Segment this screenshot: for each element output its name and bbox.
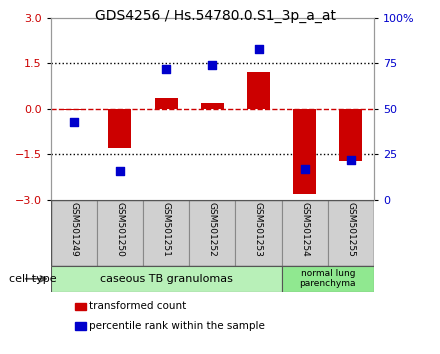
Point [348, 157, 355, 163]
Bar [51, 266, 282, 292]
Bar [97, 200, 143, 266]
Text: GDS4256 / Hs.54780.0.S1_3p_a_at: GDS4256 / Hs.54780.0.S1_3p_a_at [95, 9, 336, 23]
Text: GSM501249: GSM501249 [69, 202, 78, 257]
Point [116, 168, 123, 174]
Point [163, 66, 170, 72]
Bar [51, 200, 97, 266]
Text: GSM501252: GSM501252 [208, 202, 217, 257]
Bar [201, 103, 224, 109]
Bar [339, 109, 363, 160]
Bar [143, 200, 189, 266]
Bar [282, 266, 374, 292]
Text: normal lung
parenchyma: normal lung parenchyma [300, 269, 356, 289]
Point [255, 46, 262, 52]
Text: GSM501250: GSM501250 [115, 202, 125, 257]
Text: GSM501253: GSM501253 [254, 202, 263, 257]
Bar [328, 200, 374, 266]
Point [209, 62, 216, 68]
Bar [189, 200, 235, 266]
Bar [293, 109, 316, 194]
Text: transformed count: transformed count [89, 301, 186, 311]
Text: percentile rank within the sample: percentile rank within the sample [89, 321, 265, 331]
Text: cell type: cell type [9, 274, 56, 284]
Text: GSM501254: GSM501254 [300, 202, 309, 257]
Text: GSM501251: GSM501251 [161, 202, 171, 257]
Bar [62, 109, 85, 110]
Bar [154, 98, 178, 109]
Text: caseous TB granulomas: caseous TB granulomas [100, 274, 232, 284]
Bar [108, 109, 132, 148]
Text: GSM501255: GSM501255 [346, 202, 356, 257]
Bar [282, 200, 328, 266]
Bar [247, 72, 270, 109]
Point [70, 119, 77, 125]
Bar [235, 200, 282, 266]
Point [301, 166, 308, 172]
